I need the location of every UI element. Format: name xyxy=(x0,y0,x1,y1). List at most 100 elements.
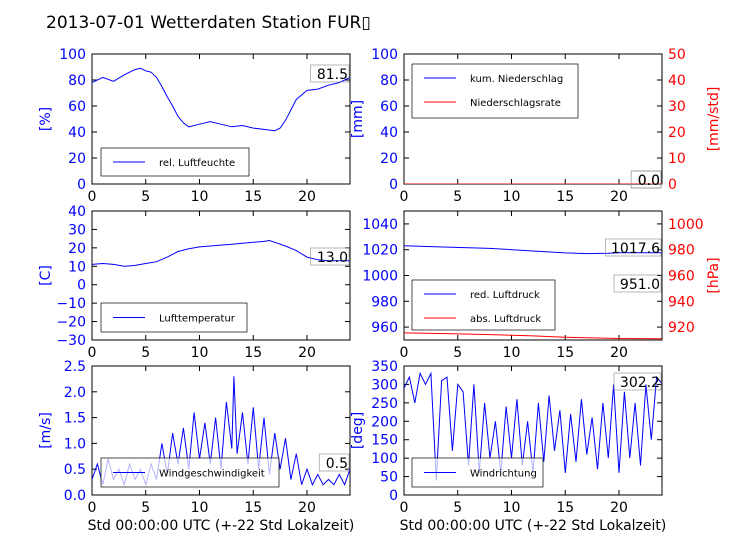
windspeed-value-annotation: 0.5 xyxy=(326,456,348,472)
windspeed-ylabel: [m/s] xyxy=(38,412,54,449)
pressure-series-2-line xyxy=(404,332,662,340)
pressure-xtick-label: 20 xyxy=(610,345,628,361)
temperature-ytick-label: 40 xyxy=(68,204,86,220)
winddirection-xtick-label: 15 xyxy=(556,500,574,516)
pressure-value-annotation: 951.0 xyxy=(620,277,660,293)
humidity-legend: rel. Luftfeuchte xyxy=(100,147,250,177)
pressure-legend-label: red. Luftdruck xyxy=(470,290,540,301)
winddirection-legend-label: Windrichtung xyxy=(470,469,537,480)
humidity-series-1-line xyxy=(92,67,350,132)
winddirection-ytick-label: 100 xyxy=(371,451,398,467)
precipitation-ytick-label: 60 xyxy=(380,99,398,115)
winddirection-value-annotation: 302.2 xyxy=(620,375,660,391)
humidity-ytick-label: 0 xyxy=(77,177,86,193)
humidity-ylabel: [%] xyxy=(38,107,54,131)
temperature-ytick-label: 20 xyxy=(68,241,86,257)
winddirection-xtick-label: 10 xyxy=(503,500,521,516)
winddirection-ytick-label: 350 xyxy=(371,359,398,375)
humidity-ytick-label: 80 xyxy=(68,73,86,89)
precipitation-y2tick-label: 30 xyxy=(668,99,686,115)
pressure-annotation-box xyxy=(613,274,662,293)
windspeed-ytick-label: 1.0 xyxy=(64,436,86,452)
temperature-series-1-line xyxy=(92,239,350,267)
windspeed-ytick-label: 0.5 xyxy=(64,462,86,478)
precipitation-ytick-label: 40 xyxy=(380,125,398,141)
precipitation-annotation-box xyxy=(630,170,662,189)
pressure-xtick-label: 5 xyxy=(453,345,462,361)
windspeed-xtick-label: 5 xyxy=(141,500,150,516)
winddirection-ytick-label: 50 xyxy=(380,470,398,486)
humidity-ytick-label: 60 xyxy=(68,99,86,115)
temperature-xtick-label: 20 xyxy=(298,345,316,361)
precipitation-xtick-label: 20 xyxy=(610,189,628,205)
humidity-xtick-label: 0 xyxy=(88,189,97,205)
humidity-ytick-label: 100 xyxy=(59,47,86,63)
pressure-legend-box xyxy=(411,279,556,331)
humidity-axes-frame xyxy=(91,53,351,185)
windspeed-ytick-label: 0.0 xyxy=(64,488,86,504)
precipitation-ytick-label: 0 xyxy=(389,177,398,193)
winddirection-axes-frame xyxy=(403,365,663,496)
temperature-ylabel: [C] xyxy=(38,265,54,286)
precipitation-xtick-label: 0 xyxy=(400,189,409,205)
winddirection-ylabel: [deg] xyxy=(350,412,366,449)
humidity-xtick-label: 20 xyxy=(298,189,316,205)
windspeed-axes-frame xyxy=(91,365,351,496)
windspeed-legend-label: Windgeschwindigkeit xyxy=(159,469,265,480)
pressure-panel: 0 5 10 15 20 960 980 1000 1020 1040 920 940 960 980 10… xyxy=(362,210,722,361)
pressure-y2tick-label: 940 xyxy=(668,294,695,310)
pressure-legend-label: abs. Luftdruck xyxy=(470,314,541,325)
temperature-ytick-label: −30 xyxy=(56,333,86,349)
temperature-value-annotation: 13.0 xyxy=(317,250,348,266)
winddirection-xtick-label: 0 xyxy=(400,500,409,516)
winddirection-xtick-label: 5 xyxy=(453,500,462,516)
precipitation-y2tick-label: 0 xyxy=(668,177,677,193)
winddirection-ytick-label: 250 xyxy=(371,396,398,412)
windspeed-annotation-box xyxy=(318,453,350,472)
precipitation-value-annotation: 0.0 xyxy=(638,173,660,189)
pressure-legend: red. Luftdruck abs. Luftdruck xyxy=(411,279,556,331)
winddirection-xlabel: Std 00:00:00 UTC (+-22 Std Lokalzeit) xyxy=(400,518,667,534)
humidity-annotation-box xyxy=(310,64,350,83)
humidity-legend-label: rel. Luftfeuchte xyxy=(159,158,235,169)
precipitation-panel: 0 5 10 15 20 0 20 40 60 80 100 0 10 20 30 40 50 [mm] [mm/s… xyxy=(350,47,722,205)
windspeed-xtick-label: 10 xyxy=(191,500,209,516)
pressure-xtick-label: 15 xyxy=(556,345,574,361)
temperature-xtick-label: 10 xyxy=(191,345,209,361)
precipitation-y2tick-label: 20 xyxy=(668,125,686,141)
windspeed-xlabel: Std 00:00:00 UTC (+-22 Std Lokalzeit) xyxy=(88,518,355,534)
windspeed-ytick-label: 2.5 xyxy=(64,359,86,375)
winddirection-xtick-label: 20 xyxy=(610,500,628,516)
winddirection-ytick-label: 200 xyxy=(371,414,398,430)
precipitation-ytick-label: 20 xyxy=(380,151,398,167)
precipitation-y2tick-label: 10 xyxy=(668,151,686,167)
temperature-legend: Lufttemperatur xyxy=(100,302,248,333)
precipitation-xtick-label: 5 xyxy=(453,189,462,205)
pressure-y2tick-label: 1000 xyxy=(668,217,704,233)
temperature-ytick-label: 30 xyxy=(68,222,86,238)
temperature-annotation-box xyxy=(310,247,350,266)
temperature-panel: 0 5 10 15 20 −30 −20 −10 0 10 20 30 40 [C] Lufttempera… xyxy=(38,204,351,361)
windspeed-ytick-label: 2.0 xyxy=(64,385,86,401)
winddirection-ytick-label: 0 xyxy=(389,488,398,504)
winddirection-annotation-box xyxy=(613,372,662,391)
humidity-xtick-label: 10 xyxy=(191,189,209,205)
precipitation-xtick-label: 15 xyxy=(556,189,574,205)
precipitation-y2label: [mm/std] xyxy=(706,87,722,152)
pressure-ytick-label: 960 xyxy=(371,320,398,336)
temperature-axes-frame xyxy=(91,210,351,341)
precipitation-value-annotation: 0.0 xyxy=(638,173,660,189)
temperature-ytick-label: 0 xyxy=(77,278,86,294)
figure-title: 2013-07-01 Wetterdaten Station FUR▯ xyxy=(46,13,371,33)
winddirection-ytick-label: 150 xyxy=(371,433,398,449)
winddirection-ytick-label: 300 xyxy=(371,377,398,393)
precipitation-y2tick-label: 50 xyxy=(668,47,686,63)
precipitation-legend-label: kum. Niederschlag xyxy=(470,74,563,85)
precipitation-ylabel: [mm] xyxy=(350,100,366,138)
precipitation-y2tick-label: 40 xyxy=(668,73,686,89)
precipitation-legend-box xyxy=(411,63,579,119)
pressure-annotation-box xyxy=(605,238,662,257)
windspeed-xtick-label: 15 xyxy=(244,500,262,516)
pressure-series-1-line xyxy=(404,245,662,255)
